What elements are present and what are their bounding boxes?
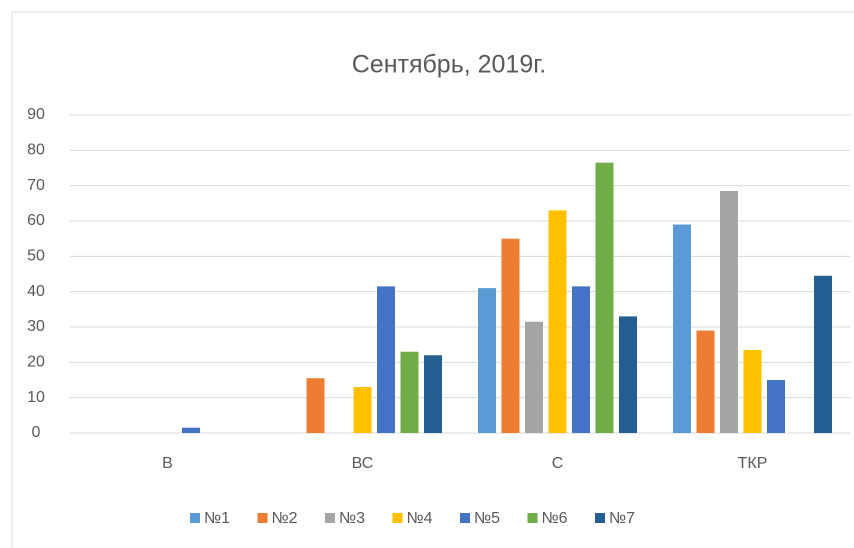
y-tick-label: 90 [27,106,45,123]
x-tick-label: В [162,455,173,472]
y-tick-label: 20 [27,354,45,371]
bar [696,330,715,433]
x-tick-label: ТКР [738,455,768,472]
legend-label: №4 [407,510,433,527]
y-tick-label: 30 [27,318,45,335]
legend-swatch [527,513,538,523]
legend-swatch [190,513,200,523]
bar [743,349,762,433]
bar [353,387,372,433]
bar [424,355,442,433]
bar [572,286,590,433]
bar [720,190,738,433]
y-tick-label: 50 [27,248,45,265]
bar [548,210,567,433]
bar [767,380,785,433]
bar [478,288,496,433]
bar [306,378,325,433]
legend-label: №6 [542,510,568,527]
chart-frame [11,11,854,548]
legend-swatch [325,513,335,523]
legend-label: №3 [339,510,365,527]
legend-label: №2 [272,510,298,527]
x-tick-label: С [552,455,564,472]
legend-swatch [595,513,605,523]
y-tick-label: 40 [27,283,45,300]
bar [525,321,543,433]
bar [377,286,395,433]
chart-title: Сентябрь, 2019г. [352,51,547,79]
x-tick-label: ВС [352,455,374,472]
bar [814,275,832,433]
legend-swatch [460,513,470,523]
y-tick-label: 60 [27,212,45,229]
legend-swatch [392,513,403,523]
bar [400,351,419,433]
y-tick-label: 0 [32,424,41,441]
bar [619,316,637,433]
bar [595,162,614,433]
legend-swatch [257,513,268,523]
bar [673,224,691,433]
y-tick-label: 80 [27,142,45,159]
y-tick-label: 10 [27,389,45,406]
bar [182,427,200,433]
y-tick-label: 70 [27,177,45,194]
bar [501,238,520,433]
legend-label: №5 [474,510,500,527]
legend-label: №1 [204,510,230,527]
legend-label: №7 [609,510,635,527]
